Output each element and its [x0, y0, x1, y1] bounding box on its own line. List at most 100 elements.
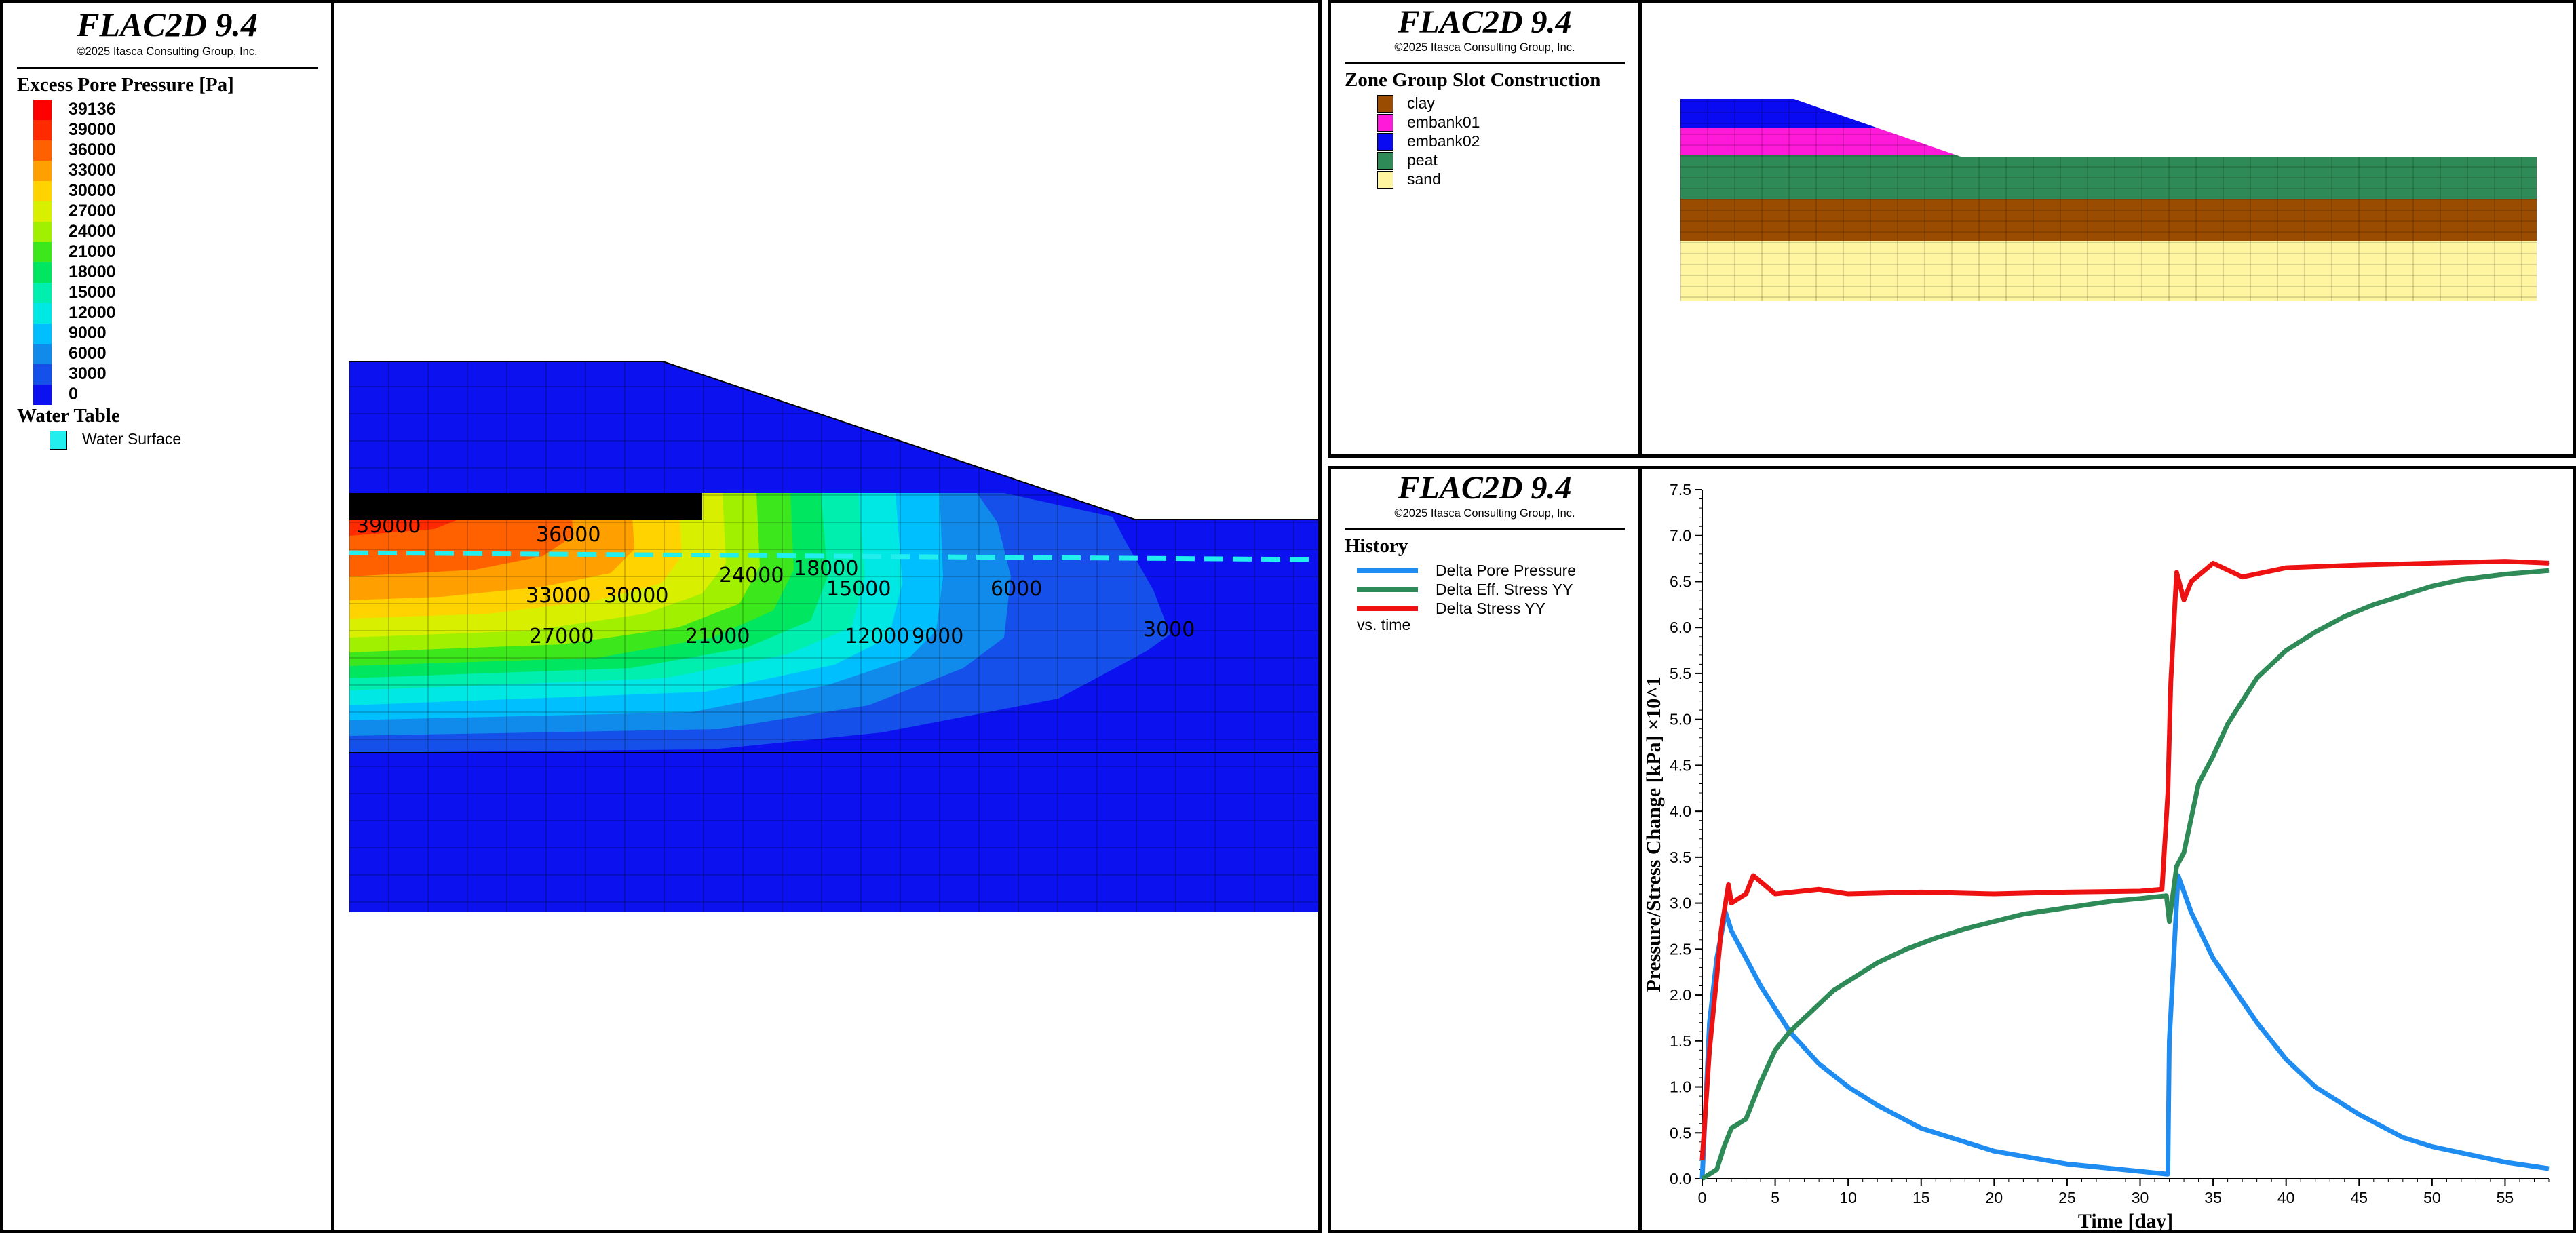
series-point: [2066, 907, 2068, 908]
x-axis-label: Time [day]: [2078, 1210, 2173, 1232]
history-header-rule: [1345, 528, 1625, 530]
series-point: [2169, 1040, 2170, 1042]
series-point: [1818, 888, 1820, 890]
series-point: [1993, 893, 1995, 895]
contour-legend-title: Excess Pore Pressure [Pa]: [17, 74, 234, 96]
y-tick-label: 5.5: [1670, 665, 1691, 682]
colorbar-swatch: [33, 262, 52, 283]
group-plot: [1680, 99, 2537, 301]
series-point: [1847, 893, 1849, 895]
history-panel: FLAC2D 9.4 ©2025 Itasca Consulting Group…: [1328, 466, 2576, 1233]
colorbar-label: 24000: [69, 222, 116, 241]
y-tick-label: 1.0: [1670, 1078, 1691, 1096]
series-point: [2198, 783, 2199, 784]
series-point: [1709, 1049, 1710, 1051]
series-point: [2169, 921, 2170, 922]
colorbar-label: 27000: [69, 201, 116, 220]
colorbar-label: 15000: [69, 283, 116, 302]
series-point: [2358, 1114, 2360, 1115]
group-label-embank01: embank01: [1407, 113, 1480, 131]
colorbar-label: 12000: [69, 303, 116, 322]
series-point: [2431, 1146, 2433, 1148]
y-tick-label: 2.5: [1670, 940, 1691, 958]
y-axis-label: Pressure/Stress Change [kPa] ×10^1: [1642, 676, 1665, 992]
y-tick-label: 4.5: [1670, 756, 1691, 774]
series-point: [1906, 948, 1907, 950]
contour-copyright: ©2025 Itasca Consulting Group, Inc.: [77, 45, 258, 58]
colorbar-swatch: [33, 364, 52, 385]
x-tick-label: 15: [1912, 1189, 1930, 1207]
colorbar-swatch: [33, 242, 52, 262]
series-point: [2358, 564, 2360, 566]
series-point: [1731, 1127, 1732, 1129]
contour-label: 15000: [826, 577, 891, 601]
colorbar-label: 6000: [69, 344, 107, 363]
colorbar-label: 18000: [69, 262, 116, 281]
x-tick-label: 30: [2132, 1189, 2149, 1207]
series-point: [1993, 1150, 1995, 1152]
history-legend-line: [1357, 587, 1418, 592]
series-point: [1833, 990, 1834, 991]
series-point: [1877, 962, 1878, 964]
group-swatch-clay: [1377, 95, 1393, 113]
colorbar-swatch: [33, 201, 52, 222]
colorbar-label: 21000: [69, 242, 116, 261]
contour-label: 39000: [356, 514, 421, 538]
colorbar-swatch: [33, 344, 52, 364]
colorbar-label: 0: [69, 385, 78, 404]
colorbar-swatch: [33, 385, 52, 405]
series-line: [1701, 568, 2550, 1181]
series-point: [1728, 884, 1729, 886]
y-tick-label: 6.0: [1670, 619, 1691, 636]
series-point: [1818, 1063, 1820, 1065]
colorbar-swatch: [33, 283, 52, 303]
group-swatch-embank02: [1377, 133, 1393, 151]
group-label-peat: peat: [1407, 151, 1438, 169]
y-tick-label: 6.5: [1670, 572, 1691, 590]
y-tick-label: 4.0: [1670, 802, 1691, 820]
series-line: [1699, 559, 2550, 1161]
colorbar-label: 30000: [69, 181, 116, 200]
series-point: [2256, 1022, 2258, 1023]
colorbar-swatch: [33, 120, 52, 140]
colorbar-label: 3000: [69, 364, 107, 383]
groups-app-title: FLAC2D 9.4: [1398, 4, 1572, 40]
colorbar-swatch: [33, 324, 52, 344]
series-point: [2176, 865, 2177, 867]
series-point: [1716, 976, 1718, 977]
series-point: [1804, 1017, 1805, 1019]
series-point: [1716, 1169, 1718, 1170]
y-tick-label: 7.5: [1670, 481, 1691, 498]
series-point: [2066, 891, 2068, 893]
colorbar-swatch: [33, 140, 52, 161]
history-vs-label: vs. time: [1357, 616, 1411, 633]
zone-embank01: [1680, 128, 2020, 155]
legend-divider: [331, 3, 334, 1230]
water-surface-label: Water Surface: [82, 430, 182, 448]
x-tick-label: 40: [2277, 1189, 2295, 1207]
series-point: [2166, 895, 2167, 897]
y-tick-label: 0.0: [1670, 1170, 1691, 1188]
contour-panel: FLAC2D 9.4 ©2025 Itasca Consulting Group…: [0, 0, 1322, 1233]
history-legend-label: Delta Eff. Stress YY: [1436, 581, 1573, 598]
contour-label: 6000: [991, 577, 1042, 601]
x-tick-label: 0: [1698, 1189, 1707, 1207]
contour-label: 27000: [529, 625, 594, 648]
series-point: [2431, 585, 2433, 587]
history-copyright: ©2025 Itasca Consulting Group, Inc.: [1394, 507, 1575, 520]
x-tick-label: 20: [1986, 1189, 2003, 1207]
series-line: [1699, 873, 2550, 1179]
history-legend-label: Delta Pore Pressure: [1436, 562, 1577, 579]
contour-app-title: FLAC2D 9.4: [77, 5, 258, 43]
contour-label: 36000: [536, 523, 600, 547]
history-legend-line: [1357, 568, 1418, 573]
zone-embank02: [1680, 99, 2020, 128]
x-tick-label: 25: [2058, 1189, 2076, 1207]
colorbar-label: 33000: [69, 161, 116, 180]
series-point: [1993, 921, 1995, 922]
contour-label: 3000: [1143, 618, 1195, 642]
series-point: [2548, 562, 2550, 564]
history-chart: 0.0 0.5 1.0 1.5 2.0 2.5 3.0 3.5 4.0 4.5 5.0 5.5 6.0 6…: [1642, 481, 2550, 1232]
contour-header-rule: [17, 67, 318, 69]
series-point: [2548, 570, 2550, 571]
